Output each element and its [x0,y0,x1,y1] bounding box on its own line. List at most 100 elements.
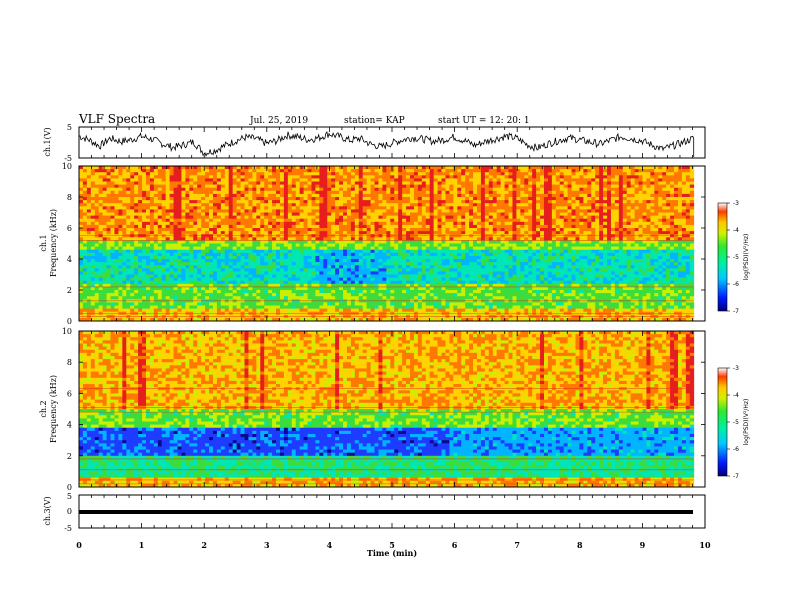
spectrogram-cell [386,259,391,263]
spectrogram-cell [291,283,297,288]
spectrogram-cell [161,296,167,300]
spectrogram-cell [189,268,194,272]
spectrogram-cell [197,280,202,285]
spectrogram-cell [339,246,344,251]
spectrogram-cell [149,243,155,247]
spectrogram-cell [370,296,375,300]
spectrogram-cell [197,302,202,306]
spectrogram-cell [220,184,226,189]
spectrogram-cell [165,277,171,282]
spectrogram-cell [295,302,301,306]
spectrogram-cell [370,181,375,185]
spectrogram-cell [354,175,360,179]
spectrogram-cell [102,181,107,185]
spectrogram-cell [299,190,305,195]
spectrogram-cell [212,243,218,247]
spectrogram-cell [354,237,360,241]
spectrogram-cell [276,271,281,275]
spectrogram-cell [134,274,139,278]
spectrogram-cell [295,212,301,216]
spectrogram-cell [216,212,222,216]
spectrogram-cell [299,249,305,254]
spectrogram-cell [390,184,395,189]
spectrogram-cell [130,240,135,244]
spectrogram-cell [437,252,442,257]
spectrogram-cell [390,246,395,251]
spectrogram-cell [157,221,163,226]
spectrogram-cell [193,271,198,275]
spectrogram-cell [350,218,356,223]
spectrogram-cell [220,169,226,173]
spectrogram-cell [441,237,446,241]
spectrogram-cell [94,240,100,244]
spectrogram-cell [248,175,253,179]
spectrogram-cell [228,184,234,189]
spectrogram-cell [287,268,293,272]
spectrogram-cell [303,215,308,220]
spectrogram-cell [157,209,163,213]
spectrogram-cell [110,224,115,229]
spectrogram-cell [386,193,391,198]
spectrogram-cell [437,296,442,300]
spectrogram-cell [256,283,261,288]
spectrogram-cell [260,187,265,192]
spectrogram-cell [232,184,238,189]
spectrogram-cell [110,200,115,204]
spectrogram-cell [193,172,198,176]
spectrogram-cell [445,197,450,201]
spectrogram-cell [177,212,182,216]
spectrogram-cell [177,280,182,285]
spectrogram-cell [220,243,226,247]
spectrogram-cell [279,286,285,291]
spectrogram-cell [228,197,234,201]
spectrogram-cell [106,172,111,176]
spectrogram-cell [248,286,253,291]
spectrogram-cell [212,262,218,266]
spectrogram-cell [82,203,88,207]
spectrogram-cell [94,252,100,257]
spectrogram-cell [185,187,190,192]
spectrogram-cell [339,262,344,266]
spectrogram-cell [362,184,368,189]
spectrogram-cell [90,221,96,226]
spectrogram-cell [413,252,419,257]
spectrogram-cell [236,166,241,170]
spectrogram-cell [256,181,261,185]
spectrogram-cell [240,302,245,306]
spectrogram-cell [291,277,297,282]
spectrogram-cell [106,175,111,179]
spectrogram-cell [142,262,147,266]
spectrogram-cell [189,305,194,309]
spectrogram-cell [339,259,344,263]
spectrogram-cell [362,283,368,288]
spectrogram-cell [437,193,442,198]
spectrogram-cell [126,237,131,241]
spectrogram-cell [358,231,364,235]
spectrogram-cell [335,280,340,285]
spectrogram-cell [343,277,348,282]
spectrogram-cell [449,274,454,278]
spectrogram-cell [114,193,119,198]
spectrogram-cell [220,224,226,229]
spectrogram-cell [130,175,135,179]
spectrogram-cell [303,277,308,282]
spectrogram-cell [291,209,297,213]
spectrogram-cell [264,206,269,210]
spectrogram-cell [429,187,435,192]
spectrogram-cell [307,200,312,204]
spectrogram-cell [457,255,462,260]
spectrogram-cell [130,181,135,185]
spectrogram-cell [173,280,178,285]
spectrogram-cell [193,246,198,251]
spectrogram-cell [145,308,151,313]
spectrogram-cell [272,178,277,182]
spectrogram-cell [142,268,147,272]
spectrogram-cell [406,184,411,189]
spectrogram-cell [236,271,241,275]
spectrogram-cell [433,286,438,291]
spectrogram-cell [449,237,454,241]
spectrogram-cell [425,178,431,182]
spectrogram-cell [350,243,356,247]
spectrogram-cell [94,206,100,210]
spectrogram-cell [268,224,273,229]
